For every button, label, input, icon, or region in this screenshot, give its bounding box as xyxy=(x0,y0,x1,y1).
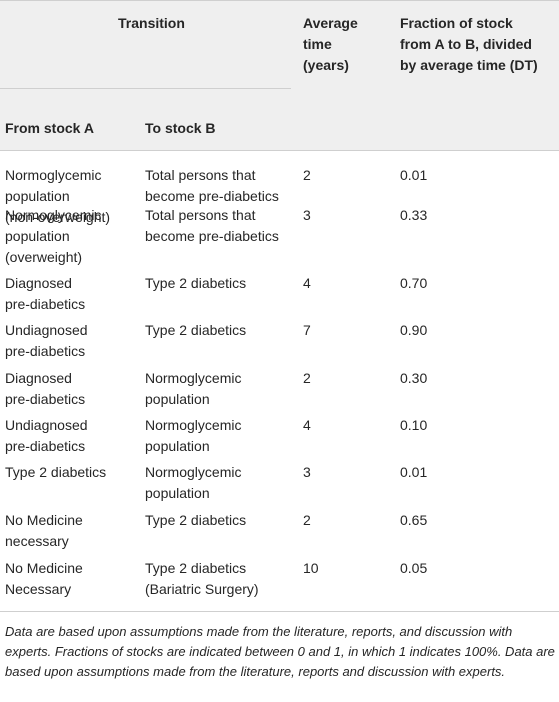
cell-fraction: 0.01 xyxy=(400,167,428,183)
cell-from-stock: Diagnosed pre-diabetics xyxy=(5,275,86,312)
cell-average-time: 3 xyxy=(303,464,311,480)
cell-to-stock: Type 2 diabetics xyxy=(145,512,247,528)
cell-average-time: 2 xyxy=(303,167,311,183)
cell-average-time: 3 xyxy=(303,207,311,223)
cell-to-stock: Type 2 diabetics (Bariatric Surgery) xyxy=(145,560,259,597)
cell-average-time: 2 xyxy=(303,512,311,528)
header-bottom-rule xyxy=(0,150,559,151)
cell-fraction: 0.65 xyxy=(400,512,428,528)
cell-average-time: 7 xyxy=(303,322,311,338)
header-to-stock: To stock B xyxy=(145,120,216,136)
header-fraction: Fraction of stock from A to B, divided b… xyxy=(400,15,538,73)
cell-from-stock: No Medicine Necessary xyxy=(5,560,83,597)
cell-fraction: 0.30 xyxy=(400,370,428,386)
cell-from-stock: Normoglycemic population (non-overweight) xyxy=(5,167,111,225)
cell-from-stock: Type 2 diabetics xyxy=(5,464,107,480)
cell-from-stock: Undiagnosed pre-diabetics xyxy=(5,417,88,454)
top-rule xyxy=(0,0,559,1)
cell-to-stock: Type 2 diabetics xyxy=(145,322,247,338)
cell-from-stock: Undiagnosed pre-diabetics xyxy=(5,322,88,359)
cell-to-stock: Normoglycemic population xyxy=(145,417,242,454)
cell-average-time: 4 xyxy=(303,417,311,433)
cell-average-time: 10 xyxy=(303,560,319,576)
cell-to-stock: Normoglycemic population xyxy=(145,370,242,407)
cell-from-stock: Normoglycemic population (overweight) xyxy=(5,207,102,265)
transition-subrule xyxy=(0,88,291,89)
cell-fraction: 0.10 xyxy=(400,417,428,433)
cell-to-stock: Type 2 diabetics xyxy=(145,275,247,291)
header-average-time: Average time (years) xyxy=(303,15,358,73)
table-bottom-rule xyxy=(0,611,559,612)
cell-fraction: 0.01 xyxy=(400,464,428,480)
table-footnote: Data are based upon assumptions made fro… xyxy=(5,624,555,679)
cell-fraction: 0.70 xyxy=(400,275,428,291)
cell-to-stock: Total persons that become pre-diabetics xyxy=(145,167,279,204)
cell-fraction: 0.05 xyxy=(400,560,428,576)
cell-from-stock: Diagnosed pre-diabetics xyxy=(5,370,86,407)
cell-average-time: 2 xyxy=(303,370,311,386)
table-header-band xyxy=(0,0,559,150)
header-from-stock: From stock A xyxy=(5,120,94,136)
header-transition: Transition xyxy=(118,15,185,31)
cell-fraction: 0.33 xyxy=(400,207,428,223)
cell-to-stock: Total persons that become pre-diabetics xyxy=(145,207,279,244)
cell-average-time: 4 xyxy=(303,275,311,291)
cell-from-stock: No Medicine necessary xyxy=(5,512,83,549)
cell-to-stock: Normoglycemic population xyxy=(145,464,242,501)
cell-fraction: 0.90 xyxy=(400,322,428,338)
